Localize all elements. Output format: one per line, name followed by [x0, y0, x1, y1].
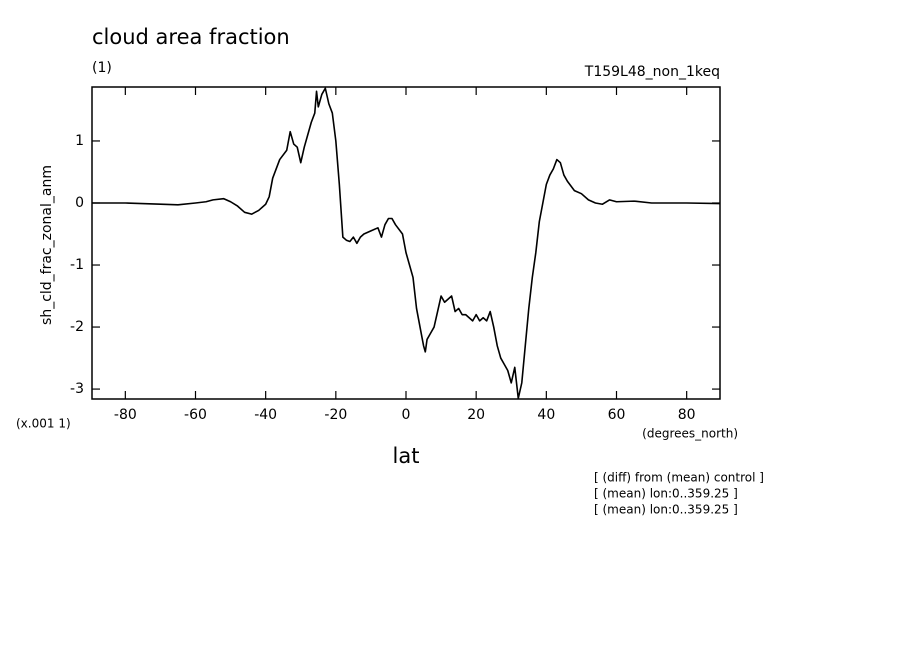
- y-tick-label: -1: [70, 257, 84, 273]
- y-tick-label: -2: [70, 319, 84, 335]
- y-scale-note: (x.001 1): [16, 417, 71, 431]
- note: [ (diff) from (mean) control ]: [594, 471, 764, 485]
- x-tick-label: -80: [114, 407, 137, 423]
- data-line: [92, 87, 721, 400]
- x-tick-label: 60: [608, 407, 626, 423]
- x-tick-label: 20: [467, 407, 485, 423]
- x-tick-label: -40: [254, 407, 277, 423]
- chart-title: cloud area fraction: [92, 25, 290, 49]
- run-label: T159L48_non_1keq: [584, 64, 720, 80]
- x-tick-label: -20: [324, 407, 347, 423]
- note: [ (mean) lon:0..359.25 ]: [594, 503, 738, 517]
- y-tick-label: -3: [70, 381, 84, 397]
- x-tick-label: -60: [184, 407, 207, 423]
- x-tick-label: 80: [678, 407, 696, 423]
- x-axis-label: lat: [393, 444, 420, 468]
- x-tick-label: 0: [402, 407, 411, 423]
- note: [ (mean) lon:0..359.25 ]: [594, 487, 738, 501]
- y-axis-label: sh_cld_frac_zonal_anm: [39, 165, 55, 325]
- x-tick-label: 40: [537, 407, 555, 423]
- y-tick-label: 0: [75, 195, 84, 211]
- chart-subtitle: (1): [92, 60, 112, 76]
- x-unit: (degrees_north): [642, 427, 738, 441]
- y-tick-label: 1: [75, 133, 84, 149]
